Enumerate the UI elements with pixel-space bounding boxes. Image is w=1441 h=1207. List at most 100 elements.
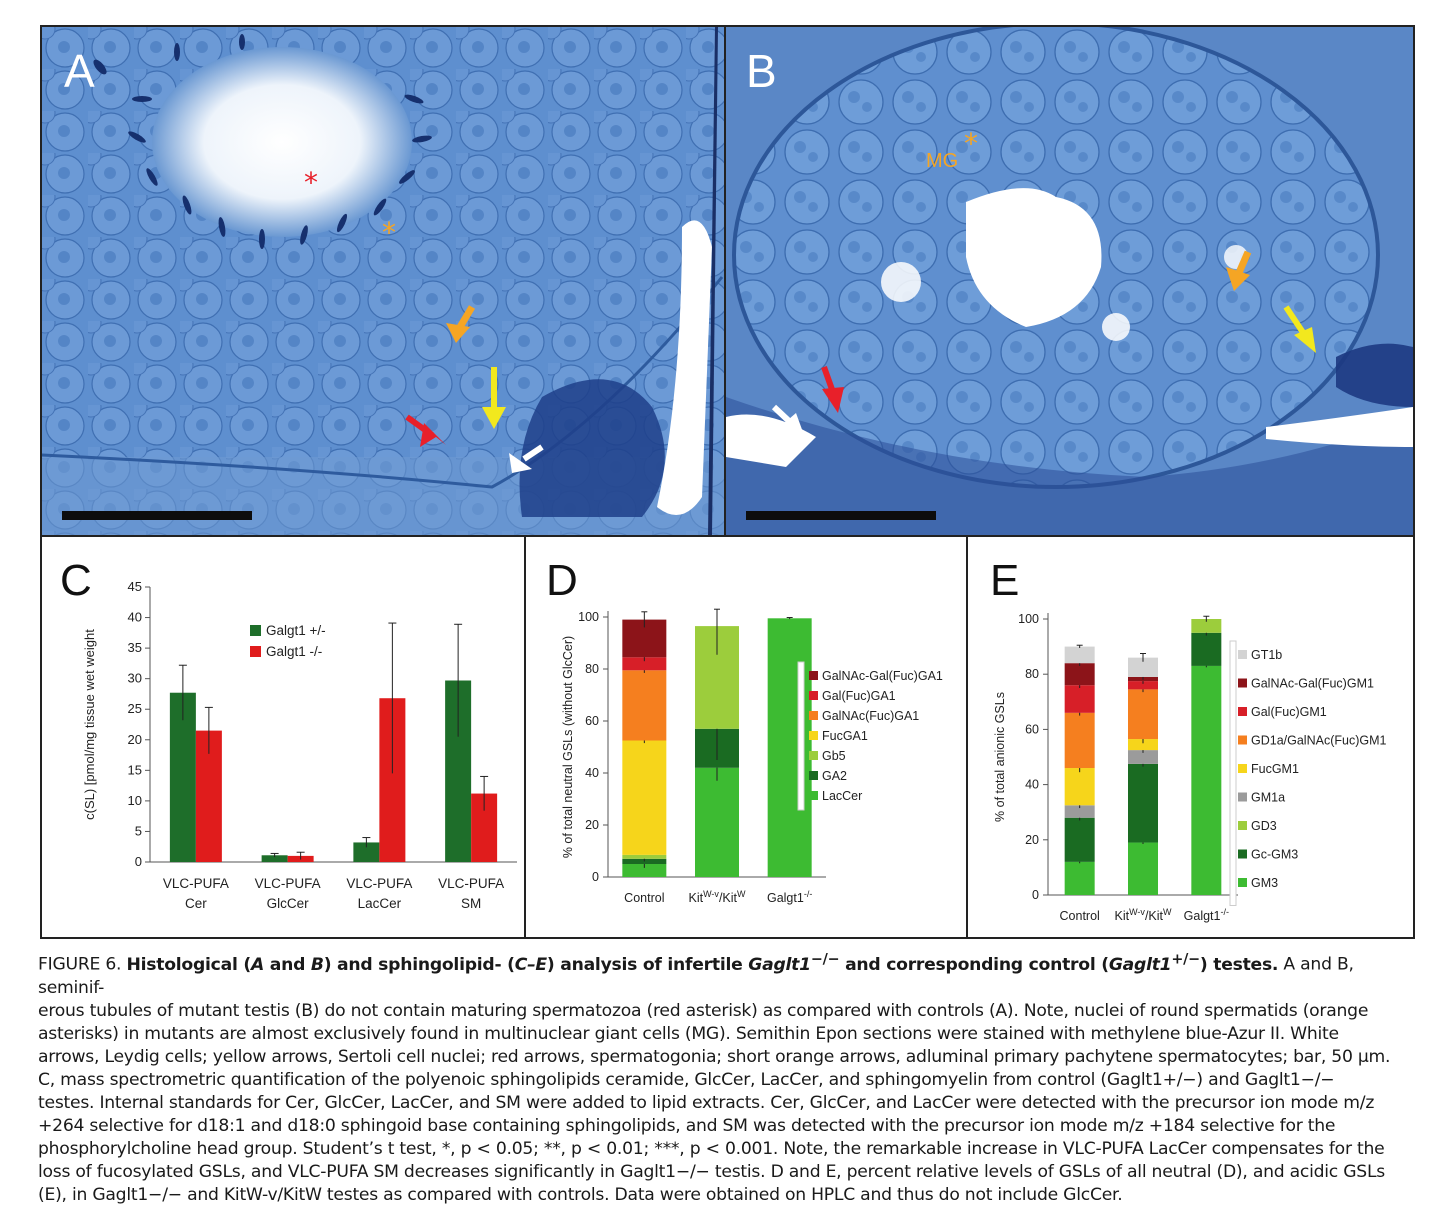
chart-c-svg: C 0 5 10 15 20 25 30 35 40 45 c(SL) [pmol/mg tissu… — [60, 556, 517, 911]
caption-line-9: loss of fucosylated GSLs, and VLC-PUFA S… — [38, 1161, 1385, 1182]
y-tick-label: 60 — [585, 714, 599, 728]
short-orange-arrow-icon-b — [1226, 250, 1252, 291]
stacked-bar-segment — [1128, 657, 1158, 677]
micrograph-b-svg: B MG * — [726, 27, 1413, 535]
stacked-bar-segment — [622, 740, 667, 855]
legend-label: Gc-GM3 — [1251, 848, 1298, 862]
legend-swatch — [1238, 650, 1247, 659]
legend-box-edge — [797, 661, 805, 811]
caption-line-5: C, mass spectrometric quantification of … — [38, 1069, 1335, 1090]
legend-swatch — [809, 731, 818, 740]
caption-line-1-rest: A and B, seminif- — [38, 954, 1354, 998]
panel-d-letter: D — [546, 556, 578, 605]
stacked-bar-segment — [1064, 685, 1095, 713]
legend-label: FucGA1 — [822, 729, 868, 743]
y-tick-label: 20 — [585, 818, 599, 832]
category-label: SM — [461, 896, 481, 911]
legend-label: GalNAc(Fuc)GA1 — [822, 709, 919, 723]
y-axis-label: c(SL) [pmol/mg tissue wet weight — [82, 629, 97, 820]
legend-label: GM1a — [1251, 791, 1285, 805]
bar — [261, 855, 288, 862]
stacked-bar-segment — [1064, 712, 1095, 769]
legend-swatch — [809, 671, 818, 680]
red-arrow-icon-b — [821, 365, 844, 413]
legend-swatch — [1238, 792, 1247, 802]
stacked-bar-segment — [622, 858, 667, 864]
y-tick-label: 20 — [1025, 833, 1039, 847]
category-label: KitW-v/KitW — [689, 889, 747, 905]
legend-label: GM3 — [1251, 876, 1278, 890]
y-tick-label: 100 — [578, 610, 599, 624]
yellow-arrow-icon-b — [1283, 305, 1316, 353]
category-label: Control — [624, 891, 664, 905]
legend-swatch — [809, 691, 818, 700]
y-tick-label: 80 — [585, 662, 599, 676]
white-arrow-icon-b — [771, 404, 804, 435]
mg-label: MG — [926, 150, 958, 172]
panel-b-letter: B — [746, 45, 777, 97]
legend-label: LacCer — [822, 789, 862, 803]
stacked-bar-segment — [622, 670, 667, 741]
legend-swatch — [809, 751, 818, 760]
legend-swatch — [809, 771, 818, 780]
scale-bar-a — [62, 511, 252, 520]
stacked-bar-segment — [1191, 619, 1222, 633]
micrograph-a: A * * — [40, 25, 728, 537]
y-tick-label: 15 — [128, 762, 142, 777]
legend-swatch — [1238, 735, 1247, 745]
category-label: VLC-PUFA — [163, 876, 229, 891]
panel-a-letter: A — [64, 45, 95, 97]
y-tick-label: 80 — [1025, 667, 1039, 681]
y-tick-label: 40 — [1025, 778, 1039, 792]
bar — [353, 842, 380, 862]
legend-label: GA2 — [822, 769, 847, 783]
legend-label: Galgt1 +/- — [266, 623, 326, 638]
legend-swatch — [1238, 878, 1247, 887]
y-tick-label: 45 — [128, 579, 142, 594]
legend-label: GD3 — [1251, 819, 1277, 833]
y-tick-label: 10 — [128, 793, 142, 808]
chart-e-svg: E 0 20 40 60 80 100 % of total anionic GSLs Con… — [990, 556, 1386, 923]
category-label: Galgt1-/- — [1184, 907, 1229, 923]
y-tick-label: 0 — [592, 870, 599, 884]
stacked-bar-segment — [622, 657, 667, 671]
stacked-bar-segment — [1191, 665, 1222, 895]
stacked-bar-segment — [767, 618, 812, 877]
micrograph-a-svg: A * * — [42, 27, 726, 535]
caption-line-7: +264 selective for d18:1 and d18:0 sphin… — [38, 1115, 1336, 1136]
caption-line-6: testes. Internal standards for Cer, GlcC… — [38, 1092, 1375, 1113]
y-tick-label: 0 — [135, 854, 142, 869]
caption-line-10: (E), in Gaglt1−/− and KitW-v/KitW testes… — [38, 1184, 1123, 1205]
yellow-arrow-icon — [482, 367, 506, 429]
panel-e-letter: E — [990, 556, 1019, 605]
orange-asterisk-icon-b: * — [964, 127, 978, 160]
stacked-bar-segment — [1064, 817, 1095, 862]
category-label: GlcCer — [267, 896, 310, 911]
legend-label: Gal(Fuc)GM1 — [1251, 705, 1327, 719]
chart-e: E 0 20 40 60 80 100 % of total anionic GSLs Con… — [966, 535, 1415, 939]
y-tick-label: 25 — [128, 701, 142, 716]
caption-line-3: asterisks) in mutants are almost exclusi… — [38, 1023, 1339, 1044]
stacked-bar-segment — [1128, 763, 1158, 843]
category-label: VLC-PUFA — [346, 876, 412, 891]
caption-label: FIGURE 6. — [38, 954, 127, 975]
legend-label: GalNAc-Gal(Fuc)GA1 — [822, 669, 943, 683]
stacked-bar-segment — [1064, 646, 1095, 664]
stacked-bar-segment — [1128, 681, 1158, 690]
stacked-bar-segment — [1128, 689, 1158, 740]
stacked-bar-segment — [1128, 842, 1158, 895]
legend-swatch — [1238, 678, 1247, 688]
legend-label: GD1a/GalNAc(Fuc)GM1 — [1251, 734, 1386, 748]
y-tick-label: 40 — [585, 766, 599, 780]
category-label: Control — [1060, 909, 1100, 923]
legend-swatch — [1238, 707, 1247, 716]
red-asterisk-icon: * — [304, 166, 318, 199]
caption-line-8: phosphorylcholine head group. Student’s … — [38, 1138, 1385, 1159]
caption-line-4: arrows, Leydig cells; yellow arrows, Ser… — [38, 1046, 1391, 1067]
legend-label: FucGM1 — [1251, 762, 1299, 776]
stacked-bar-segment — [1128, 750, 1158, 764]
short-orange-arrow-icon — [446, 305, 476, 343]
legend-label: GT1b — [1251, 648, 1282, 662]
legend-label: Gal(Fuc)GA1 — [822, 689, 896, 703]
legend-swatch — [1238, 764, 1247, 773]
